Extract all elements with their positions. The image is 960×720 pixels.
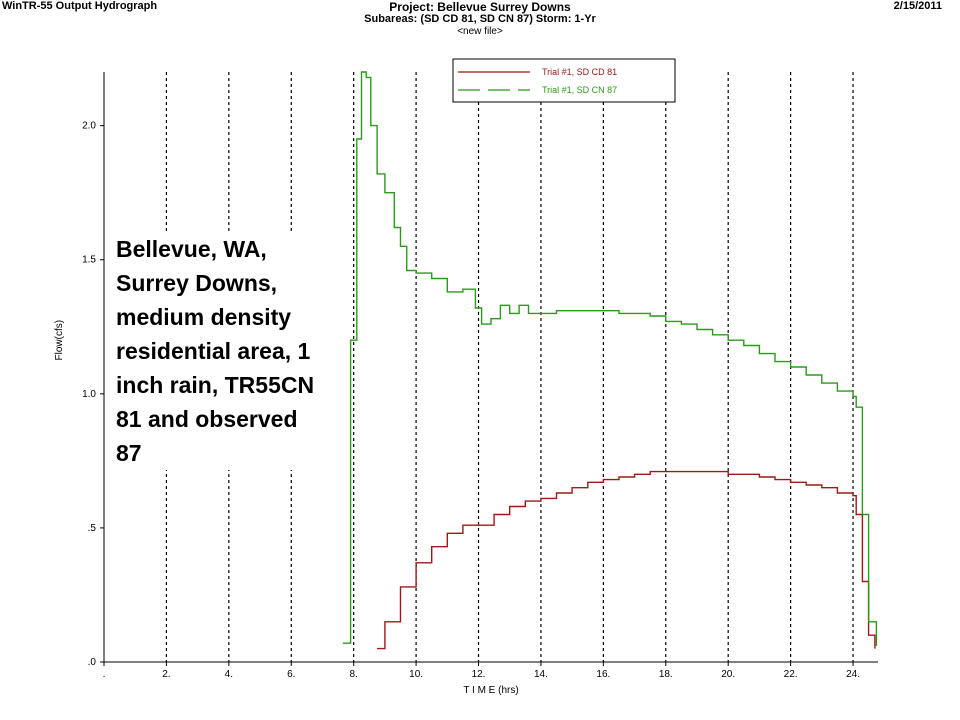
vertical-gridlines: [165, 72, 854, 662]
axis-ticks: . 2. 4. 6. 8. 10. 12. 14. 16. 18. 20. 22. 24. .0 .5 1.0…: [82, 121, 860, 680]
x-tick-label: 12.: [472, 669, 486, 680]
x-tick-label: 4.: [225, 669, 233, 680]
series-line-1: [342, 71, 878, 646]
y-tick-label: 1.5: [82, 255, 96, 266]
legend-label-sd-cd-81: Trial #1, SD CD 81: [542, 67, 617, 77]
report-date: 2/15/2011: [893, 0, 942, 12]
x-axis-label: T I M E (hrs): [463, 685, 518, 696]
x-tick-label: 6.: [287, 669, 295, 680]
series-line-0: [377, 470, 876, 650]
x-tick-label: 22.: [784, 669, 798, 680]
subareas-storm: Subareas: (SD CD 81, SD CN 87) Storm: 1-…: [364, 13, 596, 25]
legend-label-sd-cn-87: Trial #1, SD CN 87: [542, 85, 617, 95]
x-tick-label: 10.: [409, 669, 423, 680]
x-tick-label: 2.: [162, 669, 170, 680]
legend: Trial #1, SD CD 81 Trial #1, SD CN 87: [452, 58, 676, 103]
y-tick-label: .5: [88, 523, 97, 534]
x-tick-label: .: [103, 669, 106, 680]
x-tick-label: 24.: [846, 669, 860, 680]
y-axis-label: Flow(cfs): [54, 320, 65, 361]
series-lines: [342, 71, 878, 650]
x-tick-label: 8.: [350, 669, 358, 680]
project-title: Project: Bellevue Surrey Downs: [389, 0, 571, 14]
y-tick-label: 2.0: [82, 121, 96, 132]
app-title: WinTR-55 Output Hydrograph: [2, 0, 158, 12]
annotation-text: Bellevue, WA, Surrey Downs, medium densi…: [116, 232, 316, 470]
x-tick-label: 20.: [721, 669, 735, 680]
y-tick-label: .0: [88, 657, 97, 668]
file-name: <new file>: [457, 26, 503, 37]
y-tick-label: 1.0: [82, 389, 96, 400]
legend-box: [452, 58, 676, 103]
x-tick-label: 16.: [596, 669, 610, 680]
x-tick-label: 14.: [534, 669, 548, 680]
x-tick-label: 18.: [659, 669, 673, 680]
